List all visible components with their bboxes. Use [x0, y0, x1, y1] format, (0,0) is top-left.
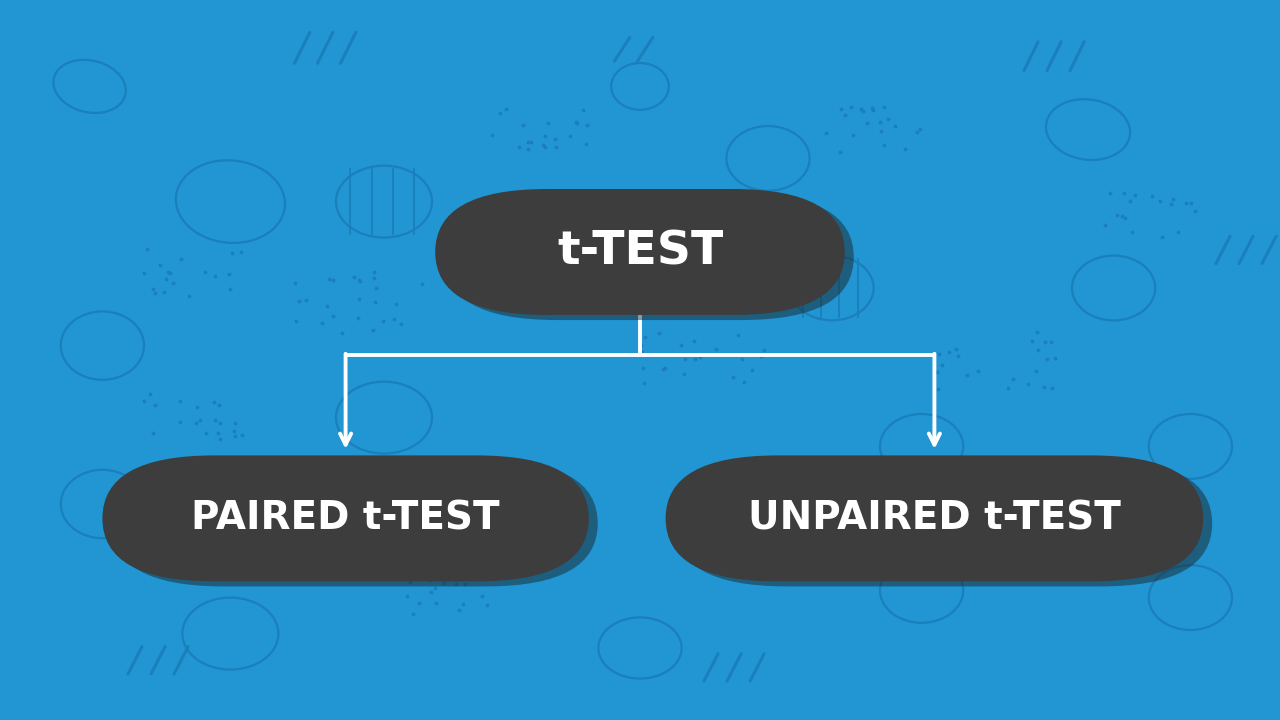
- FancyBboxPatch shape: [675, 461, 1212, 586]
- FancyBboxPatch shape: [111, 461, 598, 586]
- Text: PAIRED t-TEST: PAIRED t-TEST: [191, 500, 500, 537]
- FancyBboxPatch shape: [102, 455, 589, 582]
- Text: t-TEST: t-TEST: [557, 230, 723, 274]
- FancyBboxPatch shape: [444, 194, 854, 320]
- Text: UNPAIRED t-TEST: UNPAIRED t-TEST: [748, 500, 1121, 537]
- FancyBboxPatch shape: [435, 189, 845, 315]
- FancyBboxPatch shape: [666, 455, 1203, 582]
